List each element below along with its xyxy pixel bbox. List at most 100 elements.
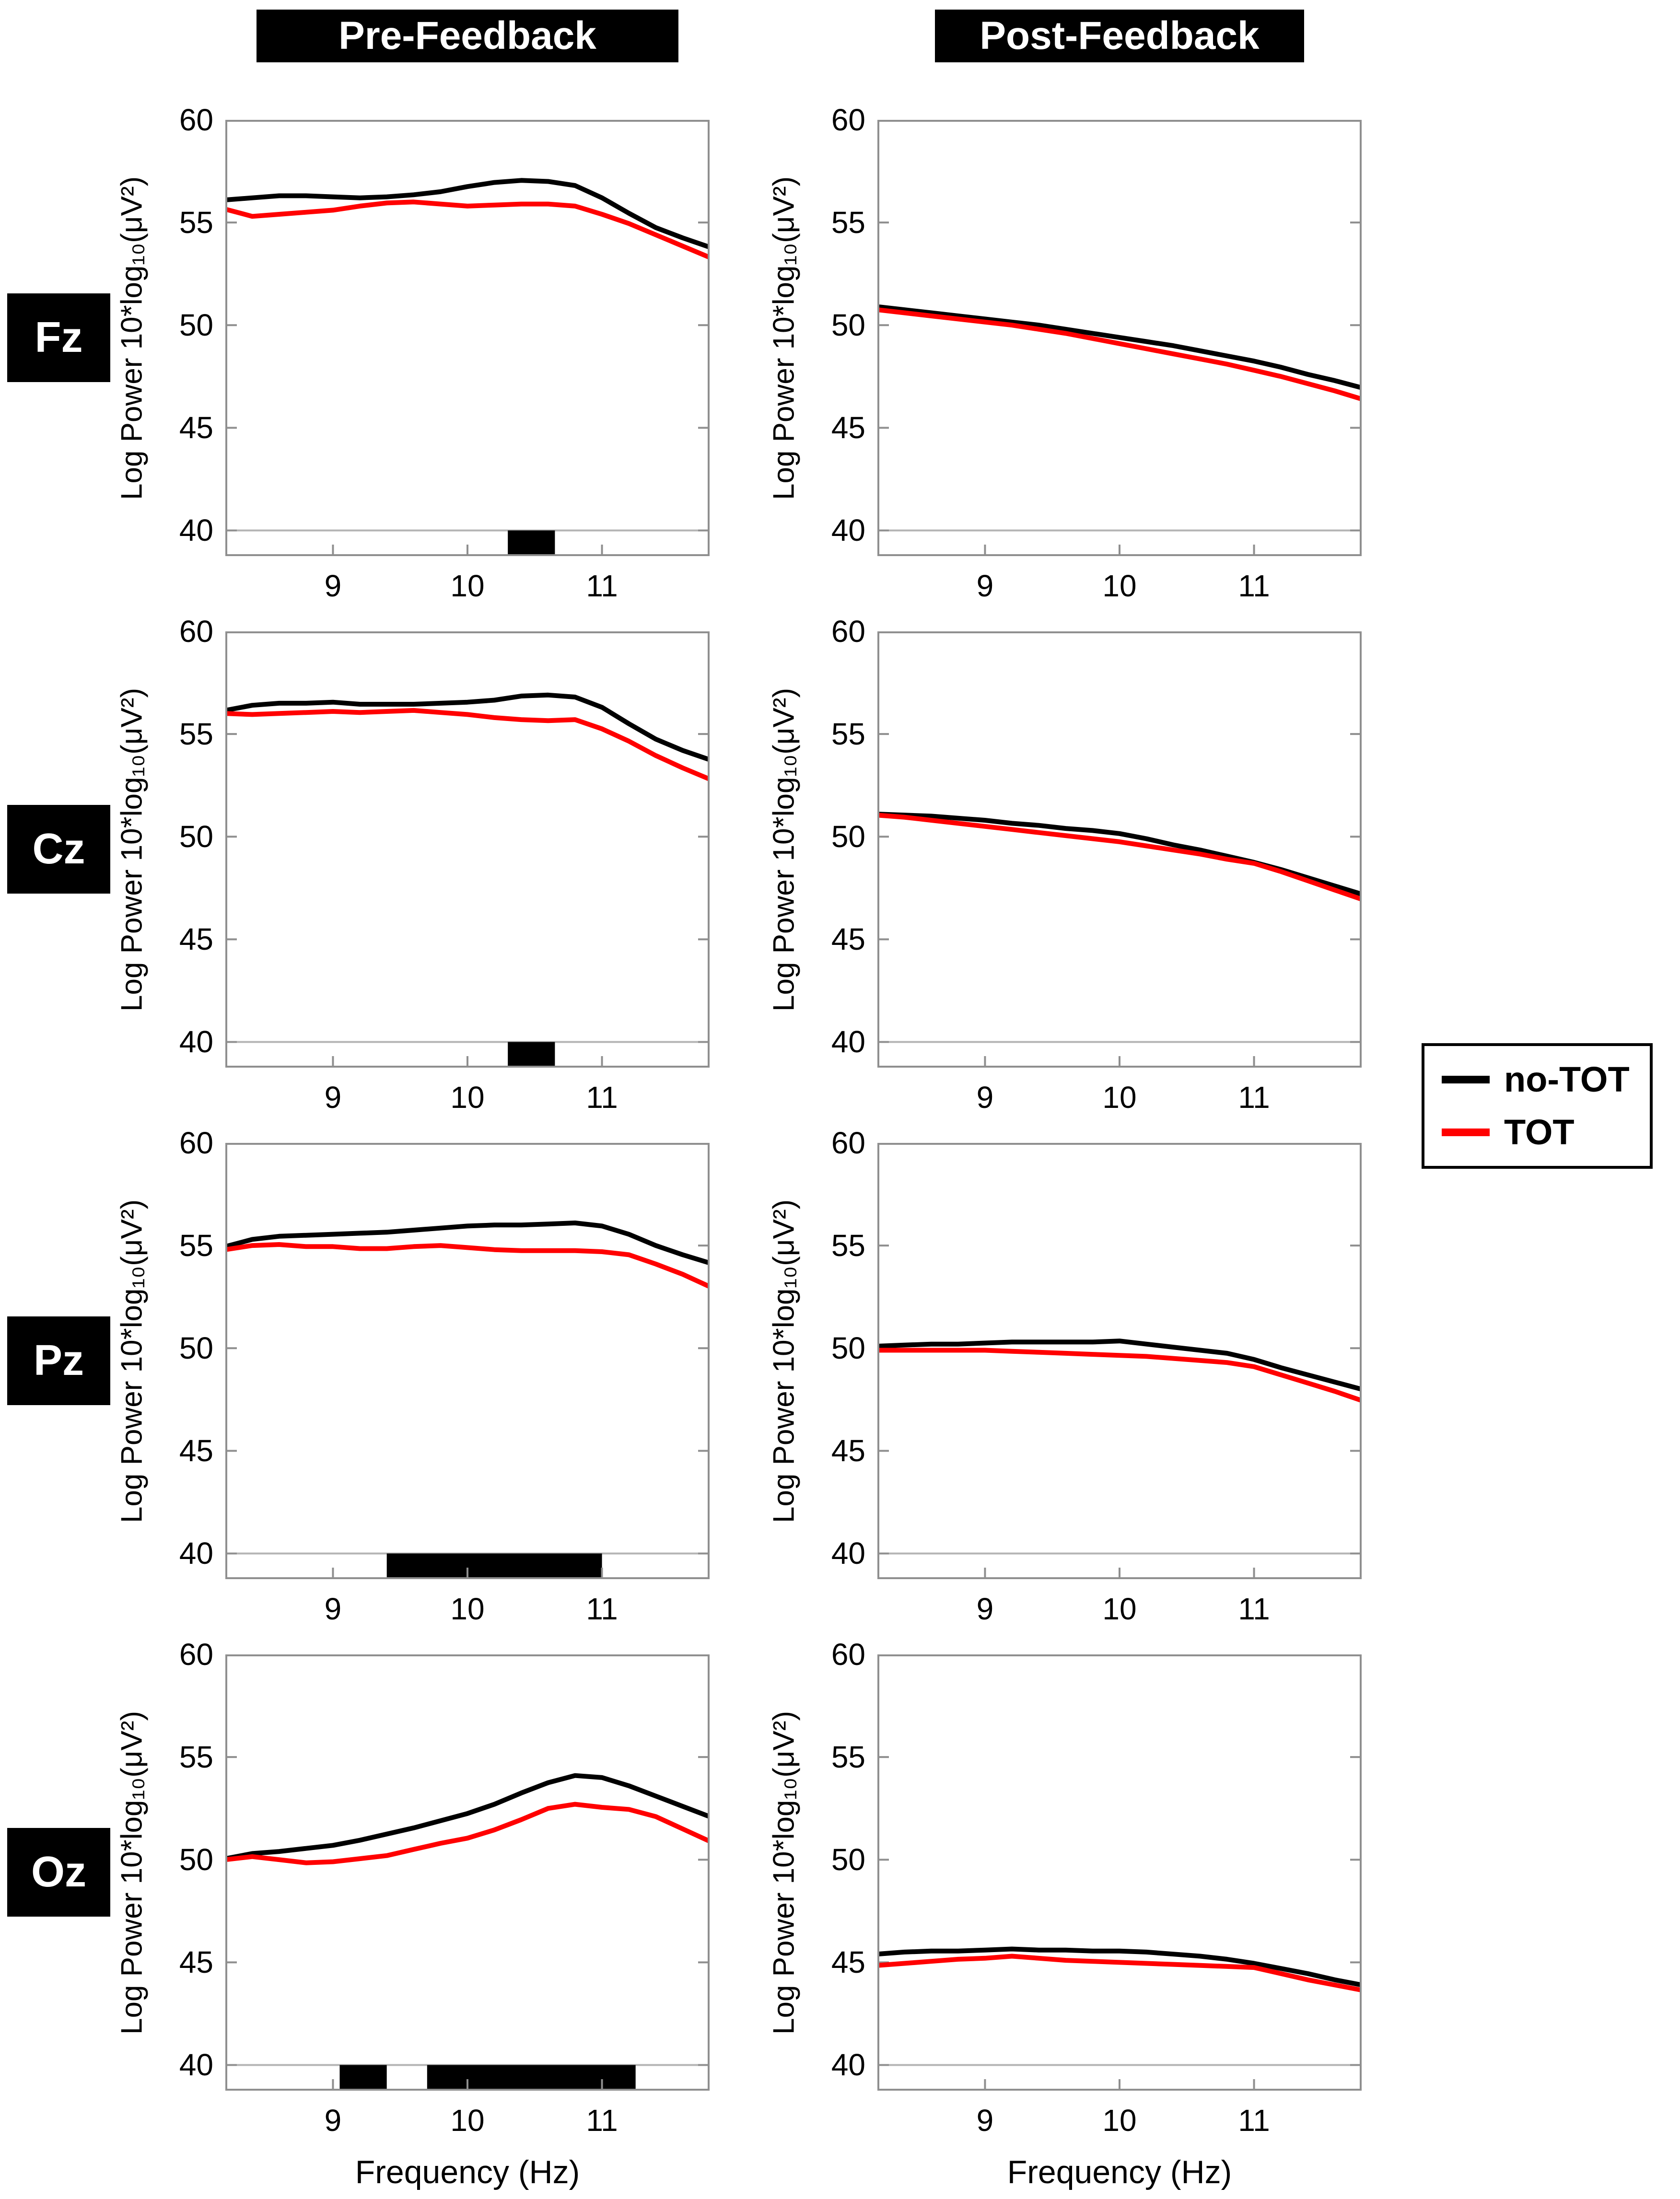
panel-pz-pre: 40 45 50 55 60 9 10 11 Log Power 10*log₁₀(μV²) bbox=[116, 1126, 711, 1626]
y-tick-label: 50 bbox=[179, 1842, 213, 1877]
plot-border bbox=[877, 120, 1362, 556]
y-tick-label: 60 bbox=[179, 1126, 213, 1160]
significance-bar bbox=[386, 1553, 602, 1578]
significance-bar bbox=[339, 2065, 387, 2089]
y-tick-label: 60 bbox=[179, 614, 213, 649]
panel-oz-pre: 40 45 50 55 60 9 10 11 Log Power 10*log₁₀(μV²) bbox=[116, 1637, 711, 2138]
y-axis-label: Log Power 10*log₁₀(μV²) bbox=[767, 1710, 801, 2035]
column-header-post-feedback: Post-Feedback bbox=[935, 10, 1304, 62]
plot-background bbox=[877, 1143, 1362, 1579]
y-tick-label: 55 bbox=[831, 1228, 865, 1263]
y-tick-label: 40 bbox=[179, 2048, 213, 2083]
y-tick-label: 40 bbox=[831, 2048, 865, 2083]
plot-border bbox=[225, 120, 710, 556]
plot-border bbox=[225, 1654, 710, 2091]
plot-border bbox=[225, 631, 710, 1068]
x-tick-label: 11 bbox=[1238, 1080, 1270, 1115]
significance-bar bbox=[508, 530, 555, 555]
y-tick-label: 40 bbox=[179, 513, 213, 548]
x-tick-label: 11 bbox=[1238, 569, 1270, 603]
y-axis-label: Log Power 10*log₁₀(μV²) bbox=[767, 176, 801, 500]
series-no-tot-line bbox=[877, 304, 1363, 390]
y-tick-label: 50 bbox=[831, 819, 865, 854]
series-no-tot-line bbox=[877, 1946, 1362, 1988]
y-tick-label: 60 bbox=[831, 614, 865, 649]
plot-oz_pre bbox=[225, 1653, 711, 2091]
row-label-fz: Fz bbox=[7, 293, 110, 382]
y-tick-label: 60 bbox=[179, 1637, 213, 1672]
series-no-tot-line bbox=[225, 692, 711, 762]
plot-background bbox=[877, 631, 1362, 1068]
y-tick-label: 50 bbox=[831, 308, 865, 343]
series-no-tot-line bbox=[225, 1773, 711, 1862]
x-tick-label: 9 bbox=[976, 1592, 994, 1626]
series-tot-line bbox=[225, 1242, 711, 1289]
series-no-tot-line bbox=[225, 178, 711, 250]
plot-background bbox=[225, 120, 710, 556]
plot-fz_post bbox=[877, 119, 1363, 556]
plot-pz_post bbox=[877, 1142, 1363, 1579]
y-tick-label: 55 bbox=[179, 1228, 213, 1263]
x-tick-label: 9 bbox=[976, 1080, 994, 1115]
y-tick-label: 45 bbox=[179, 410, 213, 445]
legend-entry-tot: TOT bbox=[1442, 1115, 1650, 1150]
significance-bar bbox=[427, 2065, 636, 2089]
x-axis-label-post: Frequency (Hz) bbox=[1007, 2154, 1232, 2190]
legend-label-tot: TOT bbox=[1504, 1112, 1575, 1152]
y-tick-label: 55 bbox=[179, 717, 213, 752]
series-tot-line bbox=[877, 813, 1363, 902]
x-tick-label: 9 bbox=[324, 1592, 342, 1626]
y-axis-label: Log Power 10*log₁₀(μV²) bbox=[767, 687, 801, 1012]
y-tick-label: 60 bbox=[179, 103, 213, 137]
y-axis-label: Log Power 10*log₁₀(μV²) bbox=[115, 176, 149, 500]
series-tot-line bbox=[877, 1954, 1362, 1993]
y-tick-label: 40 bbox=[179, 1536, 213, 1571]
x-tick-label: 10 bbox=[450, 1592, 485, 1626]
panel-cz-pre: 40 45 50 55 60 9 10 11 Log Power 10*log₁₀(μV²) bbox=[116, 614, 711, 1115]
y-tick-label: 55 bbox=[831, 717, 865, 752]
y-tick-label: 50 bbox=[179, 1331, 213, 1366]
panel-cz-post: 40 45 50 55 60 9 10 11 Log Power 10*log₁₀(μV²) bbox=[768, 614, 1363, 1115]
x-tick-label: 11 bbox=[586, 569, 618, 603]
y-tick-label: 45 bbox=[831, 410, 865, 445]
y-tick-label: 45 bbox=[831, 922, 865, 957]
plot-cz_pre bbox=[225, 630, 711, 1068]
legend-entry-no-tot: no-TOT bbox=[1442, 1062, 1650, 1097]
y-tick-label: 40 bbox=[831, 1536, 865, 1571]
legend-label-no-tot: no-TOT bbox=[1504, 1059, 1630, 1099]
x-tick-label: 10 bbox=[1102, 1592, 1137, 1626]
series-tot-line bbox=[877, 307, 1363, 402]
y-tick-label: 45 bbox=[831, 1433, 865, 1468]
x-tick-label: 11 bbox=[1238, 1592, 1270, 1626]
significance-bar bbox=[508, 1042, 555, 1066]
y-tick-label: 45 bbox=[831, 1945, 865, 1980]
y-tick-label: 50 bbox=[831, 1331, 865, 1366]
x-tick-label: 9 bbox=[976, 2103, 994, 2138]
column-header-pre-feedback: Pre-Feedback bbox=[257, 10, 678, 62]
plot-border bbox=[877, 1143, 1362, 1579]
x-tick-label: 10 bbox=[1102, 2103, 1137, 2138]
y-axis-label: Log Power 10*log₁₀(μV²) bbox=[115, 1710, 149, 2035]
plot-background bbox=[225, 1143, 710, 1579]
plot-background bbox=[225, 631, 710, 1068]
series-tot-line bbox=[225, 1802, 711, 1865]
row-label-oz: Oz bbox=[7, 1828, 110, 1917]
series-tot-line bbox=[225, 708, 711, 781]
x-tick-label: 9 bbox=[976, 569, 994, 603]
x-tick-label: 10 bbox=[450, 2103, 485, 2138]
series-tot-line bbox=[224, 199, 711, 260]
plot-border bbox=[877, 1654, 1362, 2091]
series-no-tot-line bbox=[877, 1338, 1363, 1392]
y-tick-label: 40 bbox=[831, 1024, 865, 1059]
x-tick-label: 10 bbox=[450, 1080, 485, 1115]
y-tick-label: 55 bbox=[179, 205, 213, 240]
y-tick-label: 50 bbox=[179, 819, 213, 854]
x-tick-label: 11 bbox=[1238, 2103, 1270, 2138]
panel-fz-pre: 40 45 50 55 60 9 10 11 Log Power 10*log₁₀(μV²) bbox=[116, 103, 711, 603]
plot-background bbox=[877, 1654, 1362, 2091]
y-axis-label: Log Power 10*log₁₀(μV²) bbox=[767, 1199, 801, 1523]
x-axis-label-pre: Frequency (Hz) bbox=[355, 2154, 580, 2190]
plot-border bbox=[225, 1143, 710, 1579]
y-axis-label: Log Power 10*log₁₀(μV²) bbox=[115, 687, 149, 1012]
